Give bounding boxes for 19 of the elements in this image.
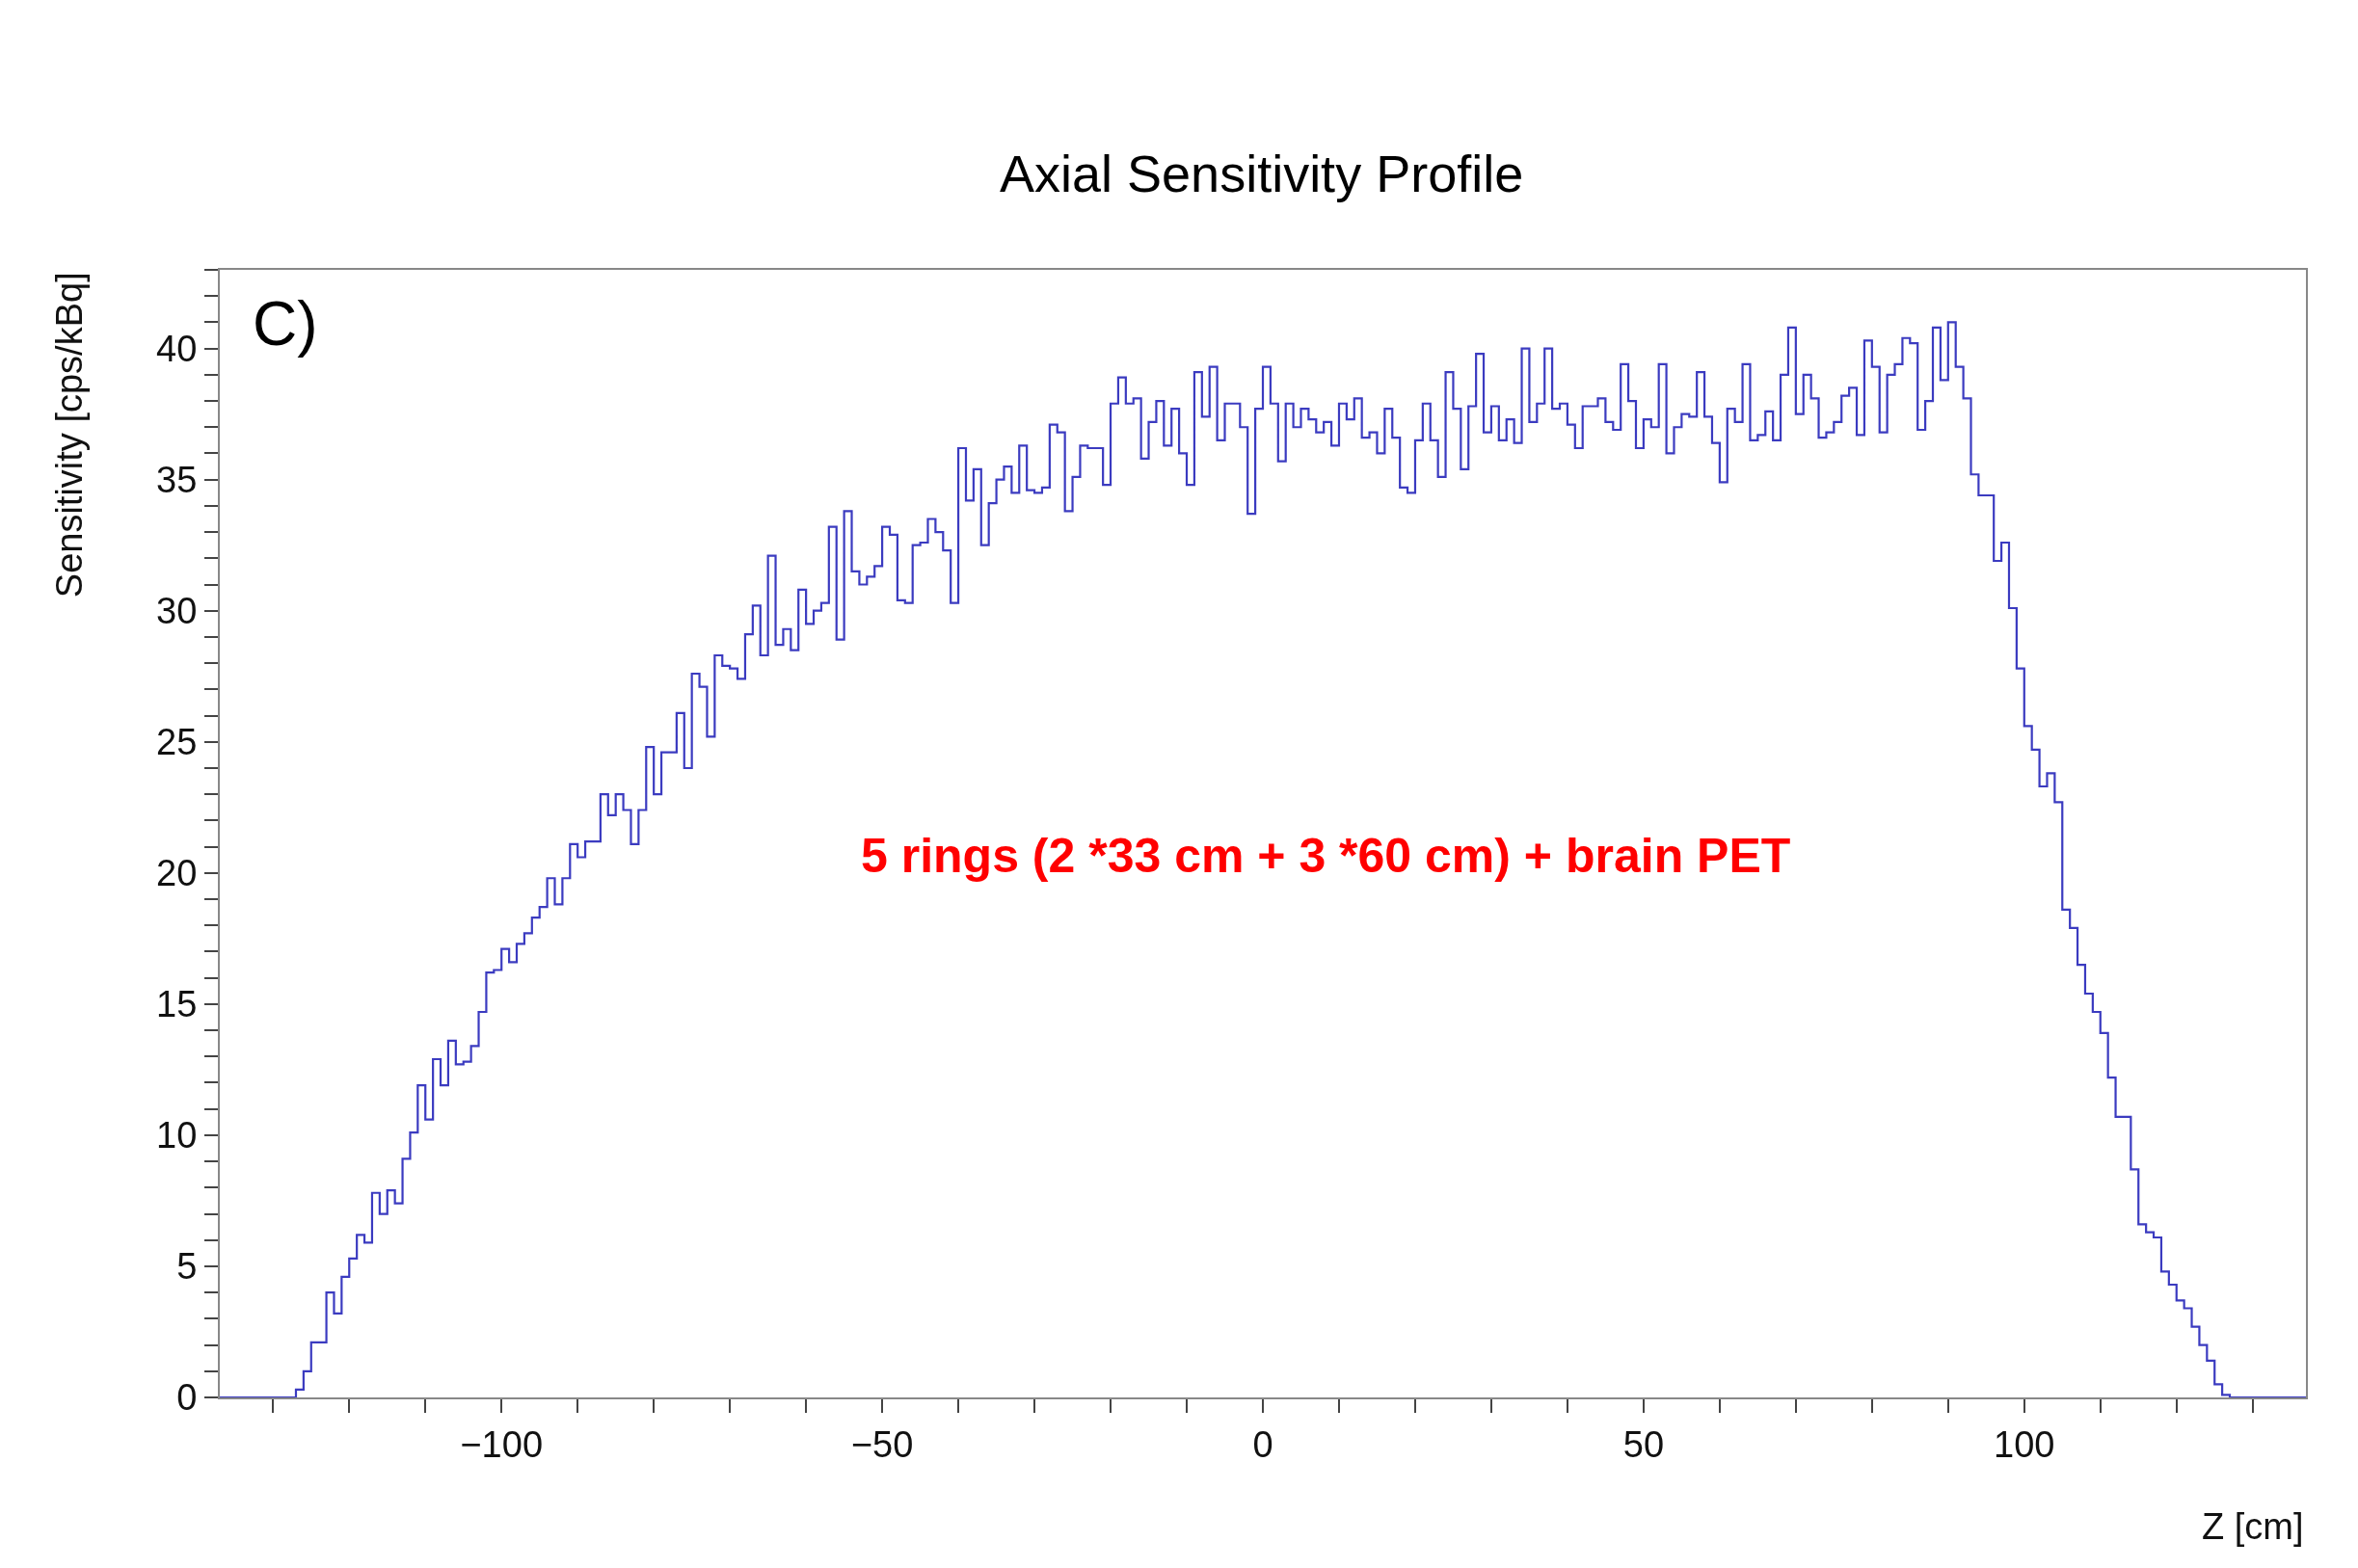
y-axis-title: Sensitivity [cps/kBq] [49,272,91,598]
y-tick-label: 30 [156,591,198,632]
y-tick-label: 10 [156,1115,198,1156]
y-tick-label: 35 [156,459,198,500]
x-tick-label: −100 [460,1423,544,1465]
y-tick-label: 5 [176,1246,198,1288]
x-tick-label: −50 [850,1423,914,1465]
y-tick-label: 0 [176,1377,198,1419]
annotation: 5 rings (2 *33 cm + 3 *60 cm) + brain PET [861,829,1791,883]
x-tick-label: 100 [1994,1423,2055,1465]
x-tick-label: 50 [1622,1423,1665,1465]
y-tick-label: 40 [156,328,198,369]
y-tick-label: 20 [156,853,198,894]
chart-title: Axial Sensitivity Profile [1000,144,1524,202]
y-tick-label: 15 [156,984,198,1025]
x-axis-title: Z [cm] [2202,1506,2304,1547]
x-tick-label: 0 [1252,1423,1273,1465]
y-tick-label: 25 [156,722,198,763]
annotation: C) [253,289,318,359]
